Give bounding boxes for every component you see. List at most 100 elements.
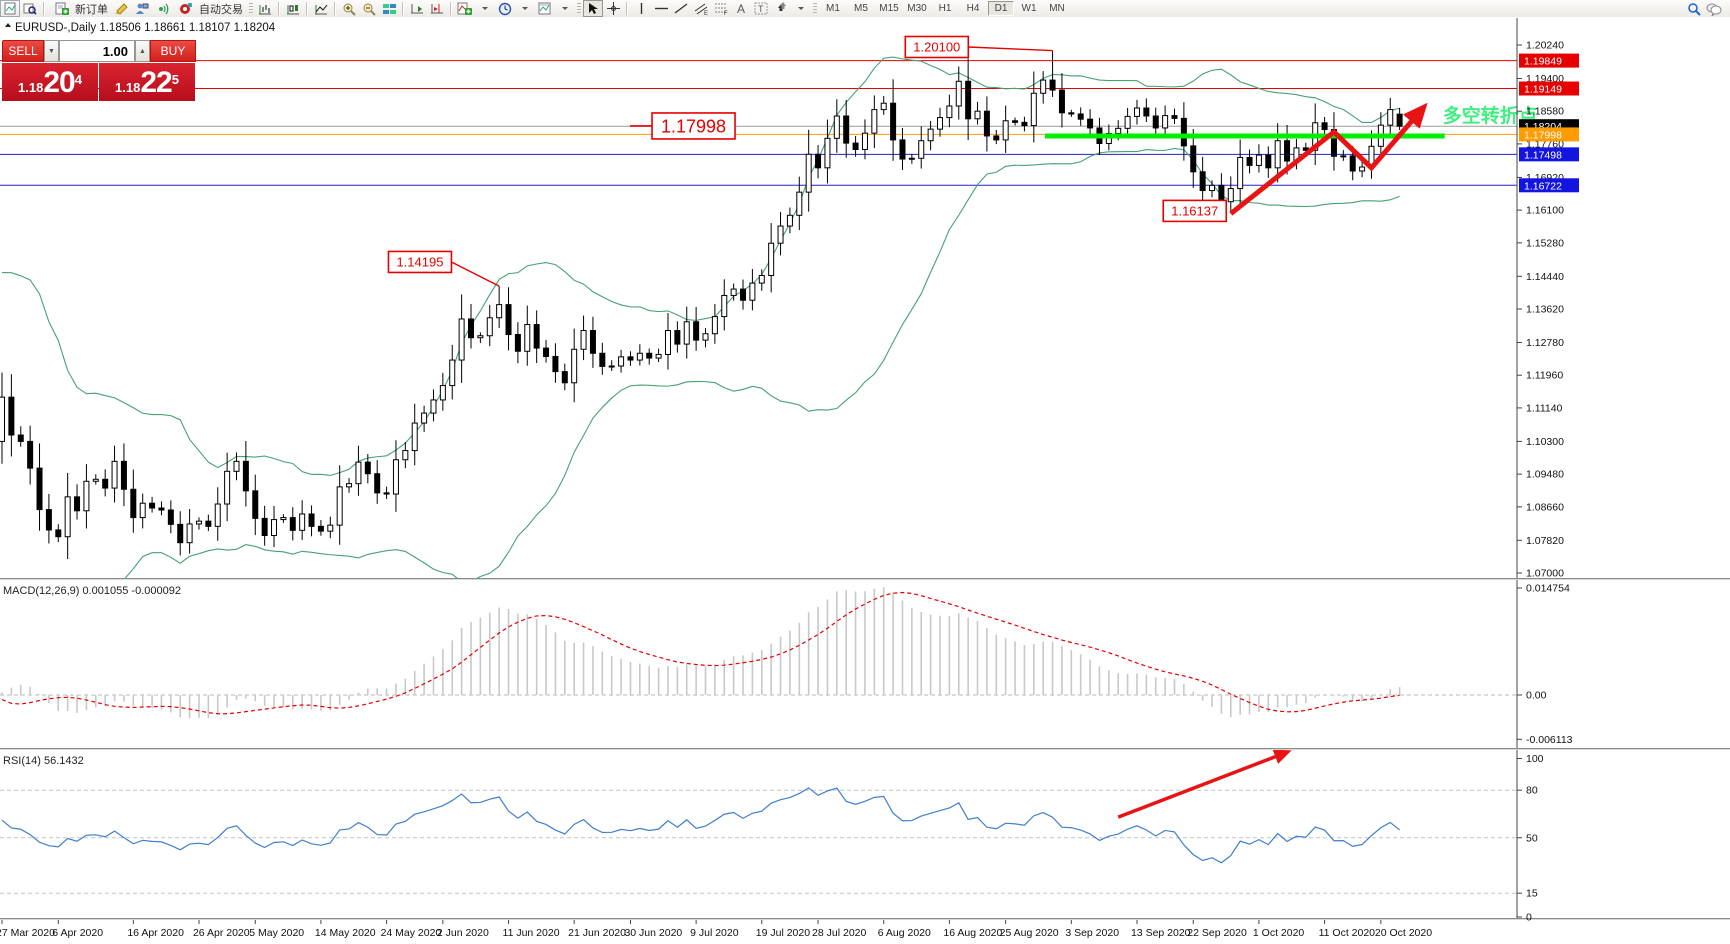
- timeframe-W1[interactable]: W1: [1021, 3, 1037, 14]
- chart-canvas[interactable]: 1.20100 1.17998 1.14195 1.16137 多空转折点 EURUSD-…: [0, 17, 1730, 944]
- timeframe-M1[interactable]: M1: [826, 3, 840, 14]
- tile-windows-icon[interactable]: [379, 0, 399, 17]
- candle-body: [130, 488, 137, 519]
- text-label-icon[interactable]: T: [751, 0, 771, 17]
- text-icon[interactable]: A: [731, 0, 751, 17]
- price-annotation-1.17998[interactable]: 1.17998: [630, 112, 736, 140]
- price-annotation-1.14195[interactable]: 1.14195: [387, 250, 500, 287]
- bar-chart-icon[interactable]: [255, 0, 275, 17]
- search-icon[interactable]: [1684, 0, 1704, 17]
- x-axis-label: 26 Apr 2020: [193, 927, 250, 939]
- new-order-button[interactable]: 新订单: [48, 1, 112, 16]
- candle-body: [439, 385, 446, 401]
- candle-body: [646, 352, 653, 359]
- timeframe-H4[interactable]: H4: [966, 3, 980, 14]
- candle-body: [45, 509, 52, 531]
- price-annotation-1.20100[interactable]: 1.20100: [904, 35, 1053, 59]
- auto-trading-button[interactable]: 自动交易: [172, 1, 247, 16]
- signals-icon[interactable]: [152, 0, 172, 17]
- volume-decrease-button[interactable]: ▼: [44, 40, 59, 62]
- y-axis-tick: 1.18580: [1526, 106, 1564, 118]
- note-text-annotation[interactable]: 多空转折点: [1443, 104, 1538, 127]
- x-axis-label: 16 Aug 2020: [943, 927, 1002, 939]
- x-axis-label: 19 Jul 2020: [756, 927, 810, 939]
- candle-body: [83, 480, 90, 512]
- horizontal-line-icon[interactable]: [651, 0, 671, 17]
- candle-body: [167, 509, 174, 525]
- svg-text:1.20100: 1.20100: [913, 40, 960, 55]
- vertical-line-icon[interactable]: [631, 0, 651, 17]
- timeframe-MN[interactable]: MN: [1049, 3, 1065, 14]
- crosshair-icon[interactable]: [603, 0, 623, 17]
- terminal-icon[interactable]: [132, 0, 152, 17]
- candle-body: [242, 460, 249, 492]
- candle-body: [336, 486, 343, 526]
- timeframe-M30[interactable]: M30: [907, 3, 927, 14]
- line-chart-icon[interactable]: [311, 0, 331, 17]
- candle-body: [205, 520, 212, 527]
- periods-dropdown-icon[interactable]: [515, 0, 535, 17]
- candle-body: [1058, 89, 1065, 114]
- timeframe-H1[interactable]: H1: [938, 3, 952, 14]
- new-order-label: 新订单: [75, 3, 108, 16]
- zoom-in-icon[interactable]: [339, 0, 359, 17]
- candle-body: [486, 317, 493, 337]
- candle-body: [496, 304, 503, 319]
- candlestick-chart-icon[interactable]: [283, 0, 303, 17]
- toolbar: 新订单 自动交易: [0, 0, 1730, 18]
- buy-price-box[interactable]: 1.18 22 5: [99, 63, 195, 101]
- candle-body: [983, 110, 990, 137]
- templates-dropdown-icon[interactable]: [555, 0, 575, 17]
- candle-body: [768, 242, 775, 277]
- y-axis-tick: 1.09480: [1526, 469, 1564, 481]
- chat-icon[interactable]: [1704, 0, 1724, 17]
- trend-arrow-main[interactable]: [1229, 102, 1428, 216]
- candle-body: [796, 191, 803, 216]
- price-annotation-1.16137[interactable]: 1.16137: [1162, 199, 1228, 223]
- candle-body: [1124, 115, 1131, 129]
- trendline-icon[interactable]: [671, 0, 691, 17]
- candle-body: [636, 352, 643, 361]
- rsi-axis-tick: 80: [1526, 785, 1538, 797]
- auto-scroll-icon[interactable]: [407, 0, 427, 17]
- equidistant-channel-icon[interactable]: E: [691, 0, 711, 17]
- bollinger-lower-band: [124, 147, 1400, 578]
- zoom-out-icon[interactable]: [359, 0, 379, 17]
- templates-icon[interactable]: [535, 0, 555, 17]
- candle-body: [252, 490, 259, 519]
- arrows-dropdown-icon[interactable]: [791, 0, 811, 17]
- print-preview-icon[interactable]: [20, 0, 40, 17]
- candle-body: [533, 324, 540, 349]
- svg-text:1.19149: 1.19149: [1524, 84, 1562, 96]
- timeframe-M15[interactable]: M15: [879, 3, 899, 14]
- sell-price-box[interactable]: 1.18 20 4: [2, 63, 98, 101]
- x-axis-label: 22 Sep 2020: [1187, 927, 1247, 939]
- svg-text:1.19849: 1.19849: [1524, 56, 1562, 68]
- trend-arrow-rsi[interactable]: [1117, 750, 1292, 819]
- volume-increase-button[interactable]: ▲: [135, 40, 150, 62]
- timeframe-D1[interactable]: D1: [988, 1, 1014, 16]
- candle-body: [186, 523, 193, 544]
- indicators-icon[interactable]: [455, 0, 475, 17]
- new-chart-icon[interactable]: [0, 0, 20, 17]
- candle-body: [233, 460, 240, 472]
- metaeditor-icon[interactable]: [112, 0, 132, 17]
- sell-button[interactable]: SELL: [2, 40, 44, 62]
- macd-label: MACD(12,26,9) 0.001055 -0.000092: [3, 585, 181, 597]
- periods-icon[interactable]: [495, 0, 515, 17]
- indicators-dropdown-icon[interactable]: [475, 0, 495, 17]
- price-badge-1.19149: 1.19149: [1519, 81, 1579, 96]
- buy-button[interactable]: BUY: [150, 40, 196, 62]
- cursor-icon[interactable]: [583, 0, 603, 17]
- volume-input[interactable]: 1.00: [59, 40, 135, 62]
- x-axis-label: 14 May 2020: [315, 927, 376, 939]
- price-axis[interactable]: 1.202401.194001.185801.177601.169201.161…: [0, 18, 1730, 924]
- sell-price-prefix: 1.18: [18, 80, 44, 95]
- arrows-icon[interactable]: [771, 0, 791, 17]
- macd-axis-tick: 0.014754: [1526, 583, 1570, 595]
- fibonacci-icon[interactable]: F: [711, 0, 731, 17]
- timeframe-M5[interactable]: M5: [854, 3, 868, 14]
- chart-shift-icon[interactable]: [427, 0, 447, 17]
- candle-body: [890, 102, 897, 141]
